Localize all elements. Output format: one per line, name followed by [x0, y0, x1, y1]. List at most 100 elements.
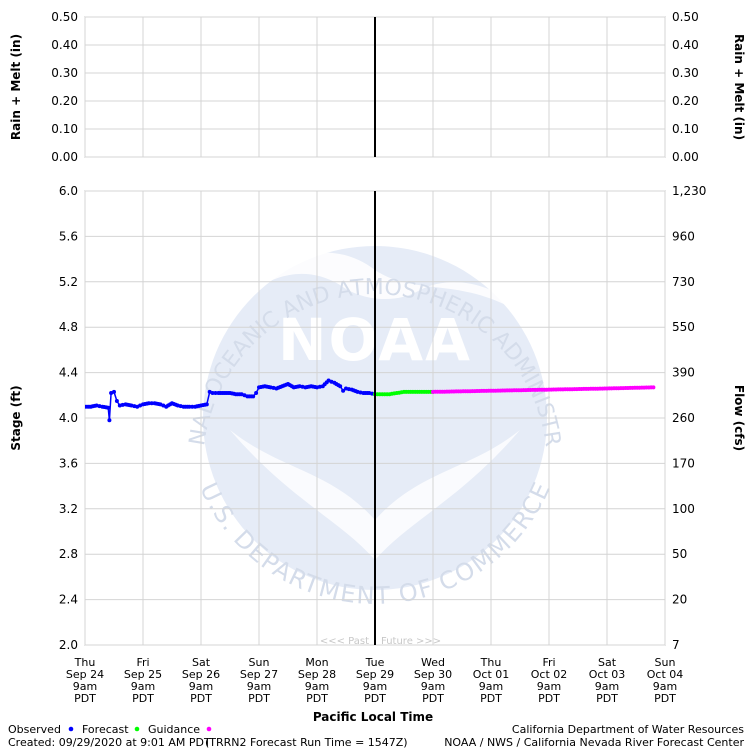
- stage-tick-label: 3.2: [59, 502, 78, 516]
- observed-point: [149, 401, 154, 406]
- x-tick-label: Mon: [305, 656, 328, 669]
- x-tick-label: Sep 26: [182, 668, 220, 681]
- x-axis-label: Pacific Local Time: [313, 710, 433, 724]
- x-tick-label: Fri: [136, 656, 149, 669]
- x-tick-label: PDT: [248, 692, 270, 705]
- stage-tick-label: 5.6: [59, 229, 78, 243]
- rain-ticks-left: 0.50 0.40 0.30 0.20 0.10 0.00: [51, 10, 78, 164]
- x-tick-label: Sep 25: [124, 668, 162, 681]
- x-tick-label: Sun: [655, 656, 676, 669]
- observed-point: [210, 391, 215, 395]
- x-tick-label: 9am: [305, 680, 329, 693]
- legend-observed-label: Observed: [8, 723, 61, 736]
- footer-run-time: (TRRN2 Forecast Run Time = 1547Z): [205, 736, 408, 749]
- x-tick-label: PDT: [132, 692, 154, 705]
- x-tick-label: PDT: [190, 692, 212, 705]
- x-tick-label: Oct 04: [647, 668, 684, 681]
- flow-tick-label: 730: [672, 275, 695, 289]
- x-tick-label: 9am: [479, 680, 503, 693]
- observed-series: [85, 378, 377, 423]
- stage-tick-label: 2.0: [59, 638, 78, 652]
- observed-point: [146, 401, 151, 406]
- x-tick-label: PDT: [596, 692, 618, 705]
- series-layer: [85, 378, 656, 423]
- flow-tick-label: 1,230: [672, 184, 706, 198]
- stage-tick-label: 6.0: [59, 184, 78, 198]
- footer-agency-cnrfc: NOAA / NWS / California Nevada River For…: [444, 736, 744, 749]
- rain-ylabel-left: Rain + Melt (in): [9, 34, 23, 140]
- x-tick-label: Sep 28: [298, 668, 336, 681]
- flow-tick-label: 100: [672, 502, 695, 516]
- rain-tick-label-right: 0.40: [672, 38, 699, 52]
- stage-tick-label: 5.2: [59, 275, 78, 289]
- flow-tick-label: 20: [672, 593, 687, 607]
- x-tick-label: Thu: [74, 656, 96, 669]
- flow-tick-label: 960: [672, 229, 695, 243]
- rain-tick-label-right: 0.50: [672, 10, 699, 24]
- x-tick-label: Sat: [192, 656, 211, 669]
- x-tick-label: 9am: [595, 680, 619, 693]
- rain-tick-label-right: 0.30: [672, 66, 699, 80]
- rain-tick-label-left: 0.20: [51, 94, 78, 108]
- flow-tick-label: 260: [672, 411, 695, 425]
- observed-point: [114, 399, 119, 403]
- past-label: <<< Past: [320, 636, 369, 647]
- x-tick-label: PDT: [364, 692, 386, 705]
- guidance-series: [431, 385, 656, 394]
- x-tick-label: Sun: [249, 656, 270, 669]
- x-tick-label: Thu: [480, 656, 502, 669]
- observed-point: [338, 384, 343, 389]
- x-tick-label: 9am: [247, 680, 271, 693]
- rain-tick-label-left: 0.10: [51, 122, 78, 136]
- legend-guidance-marker: [206, 726, 212, 732]
- rain-tick-label-left: 0.30: [51, 66, 78, 80]
- flow-ylabel: Flow (cfs): [732, 385, 746, 451]
- observed-point: [187, 404, 192, 409]
- x-tick-label: Sat: [598, 656, 617, 669]
- rain-tick-label-right: 0.10: [672, 122, 699, 136]
- x-tick-label: PDT: [422, 692, 444, 705]
- x-tick-label: PDT: [538, 692, 560, 705]
- x-tick-label: Oct 03: [589, 668, 626, 681]
- observed-point: [251, 394, 256, 399]
- x-tick-label: PDT: [480, 692, 502, 705]
- rain-panel: 0.50 0.40 0.30 0.20 0.10 0.00 0.50 0.40 0.30 0.2…: [9, 10, 746, 164]
- observed-point: [341, 388, 346, 393]
- legend-forecast-label: Forecast: [82, 723, 129, 736]
- x-tick-label: 9am: [537, 680, 561, 693]
- rain-ylabel-right: Rain + Melt (in): [732, 34, 746, 140]
- stage-tick-label: 4.4: [59, 366, 78, 380]
- footer-agency-dwr: California Department of Water Resources: [512, 723, 744, 736]
- rain-ticks-right: 0.50 0.40 0.30 0.20 0.10 0.00: [672, 10, 699, 164]
- x-tick-label: PDT: [654, 692, 676, 705]
- observed-point: [204, 402, 209, 407]
- flow-tick-label: 550: [672, 320, 695, 334]
- x-tick-label: 9am: [363, 680, 387, 693]
- rain-tick-label-left: 0.50: [51, 10, 78, 24]
- legend-forecast-marker: [134, 726, 140, 732]
- flow-tick-label: 50: [672, 547, 687, 561]
- rain-tick-label-left: 0.40: [51, 38, 78, 52]
- x-tick-label: 9am: [73, 680, 97, 693]
- x-tick-label: Oct 01: [473, 668, 510, 681]
- observed-point: [254, 391, 259, 395]
- rain-tick-label-right: 0.20: [672, 94, 699, 108]
- stage-tick-label: 3.6: [59, 456, 78, 470]
- stage-ylabel: Stage (ft): [9, 385, 23, 450]
- stage-tick-label: 4.8: [59, 320, 78, 334]
- observed-point: [112, 389, 116, 394]
- flow-tick-label: 170: [672, 456, 695, 470]
- flow-tick-label: 390: [672, 366, 695, 380]
- observed-point: [190, 404, 195, 409]
- observed-point: [213, 391, 218, 395]
